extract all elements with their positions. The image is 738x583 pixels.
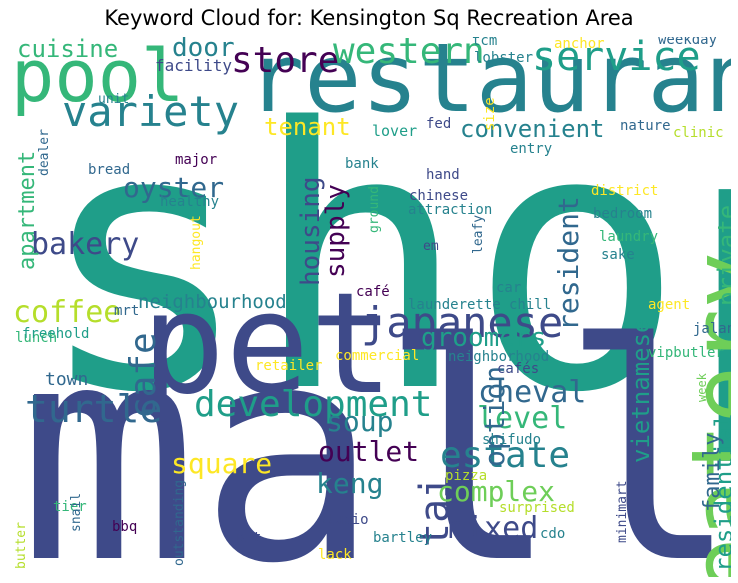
word-square: square <box>171 447 273 480</box>
word-tenant: tenant <box>264 113 351 141</box>
word-size: size <box>482 97 498 131</box>
word-district: district <box>591 183 659 199</box>
word-caf-: café <box>356 284 390 300</box>
word-studio: studio <box>318 512 369 528</box>
word-vipbutler: vipbutler <box>648 345 724 361</box>
word-tcm: tcm <box>472 37 498 49</box>
word-japanese: japanese <box>361 298 564 347</box>
word-hand: hand <box>426 167 460 183</box>
word-retailer: retailer <box>255 358 323 374</box>
word-cuisine: cuisine <box>17 37 119 63</box>
word-freehold: freehold <box>22 326 90 342</box>
word-estate: estate <box>440 435 571 476</box>
chart-title: Keyword Cloud for: Kensington Sq Recreat… <box>104 6 634 30</box>
word-door: door <box>172 37 235 63</box>
word-complex: complex <box>437 475 556 508</box>
word-jalan: jalan <box>693 321 731 337</box>
word-clinic: clinic <box>673 125 724 141</box>
word-apartment: apartment <box>15 150 40 270</box>
word-shifudo: shifudo <box>482 432 542 448</box>
word-agent: agent <box>648 297 691 313</box>
word-leafy: leafy <box>471 214 486 254</box>
word-healthy: healthy <box>160 194 220 210</box>
word-entry: entry <box>510 141 553 157</box>
word-groomers: groomers <box>421 323 547 353</box>
word-fed: fed <box>426 116 452 132</box>
word-dealer: dealer <box>37 129 52 176</box>
word-cheval: cheval <box>478 375 587 410</box>
word-weekday: weekday <box>658 37 718 48</box>
word-lunch: lunch <box>15 330 58 346</box>
word-lobster: lobster <box>474 50 534 66</box>
word-bank: bank <box>345 156 379 172</box>
word-option: option <box>478 365 511 467</box>
word-unit: unit <box>98 92 130 107</box>
word-minimart: minimart <box>615 480 630 543</box>
word-launderette: launderette <box>408 297 501 313</box>
word-caf-s: cafés <box>497 361 540 377</box>
word-pet: pet <box>141 263 394 426</box>
word-outstanding: outstanding <box>172 479 187 566</box>
word-western: western <box>333 37 485 72</box>
word-laundry: laundry <box>599 229 659 245</box>
word-snail: snail <box>69 492 84 532</box>
word-chill: chill <box>509 297 552 313</box>
word-shop: shop <box>35 52 731 471</box>
word-oyster: oyster <box>123 171 225 204</box>
word-supply: supply <box>321 184 351 278</box>
word-keng: keng <box>316 467 384 500</box>
word-pizza: pizza <box>445 468 488 484</box>
word-major: major <box>175 152 218 168</box>
word-nature: nature <box>620 118 671 134</box>
word-bedroom: bedroom <box>593 206 653 222</box>
word-bread: bread <box>88 162 131 178</box>
word-mrt: mrt <box>114 303 140 319</box>
word-lover: lover <box>372 122 418 140</box>
word-private: private <box>713 204 731 306</box>
word-ground: ground <box>367 186 382 233</box>
word-tier: tier <box>53 499 87 515</box>
word-neighbourhood: neighbourhood <box>138 291 287 313</box>
word-soup: soup <box>326 405 394 438</box>
word-sake: sake <box>601 247 635 263</box>
word-attraction: attraction <box>408 202 493 218</box>
word-coffee: coffee <box>13 295 122 330</box>
word-facility: facility <box>155 56 233 75</box>
word-turtle: turtle <box>25 387 163 431</box>
word-butter: butter <box>14 522 29 569</box>
word-cafe: cafe <box>123 332 164 419</box>
word-cdo: cdo <box>540 526 566 542</box>
word-store: store <box>231 40 340 81</box>
word-restaurant: restaurant <box>247 37 731 134</box>
word-em: em <box>423 239 439 254</box>
word-service: service <box>532 37 701 80</box>
word-mall: mall <box>18 280 731 578</box>
word-cloud: shopmallrestaurantpetpooleateryjapaneses… <box>13 37 731 577</box>
word-bbq: bbq <box>112 519 138 535</box>
word-hangout: hangout <box>189 215 204 270</box>
word-pool: pool <box>13 37 185 118</box>
word-bakery: bakery <box>31 227 140 262</box>
word-surprised: surprised <box>499 500 575 516</box>
word-bartley: bartley <box>373 530 433 546</box>
word-level: level <box>477 401 568 436</box>
word-chinese: chinese <box>409 188 469 204</box>
word-commercial: commercial <box>335 348 420 364</box>
word-town: town <box>45 369 89 390</box>
word-week: week <box>695 373 709 402</box>
word-mixed: mixed <box>448 511 539 546</box>
word-vietnamese: vietnamese <box>627 318 655 464</box>
word-car: car <box>496 280 522 296</box>
word-family: family <box>700 432 725 512</box>
word-anchor: anchor <box>554 37 605 52</box>
word-neighborhood: neighborhood <box>448 349 550 365</box>
word-convenient: convenient <box>460 115 605 143</box>
word-variety: variety <box>62 87 240 136</box>
word-resident: resident <box>552 196 585 331</box>
word-lack: lack <box>318 547 352 563</box>
word-pit: pit <box>236 530 262 546</box>
word-development: development <box>194 384 433 425</box>
word-outlet: outlet <box>318 435 420 468</box>
